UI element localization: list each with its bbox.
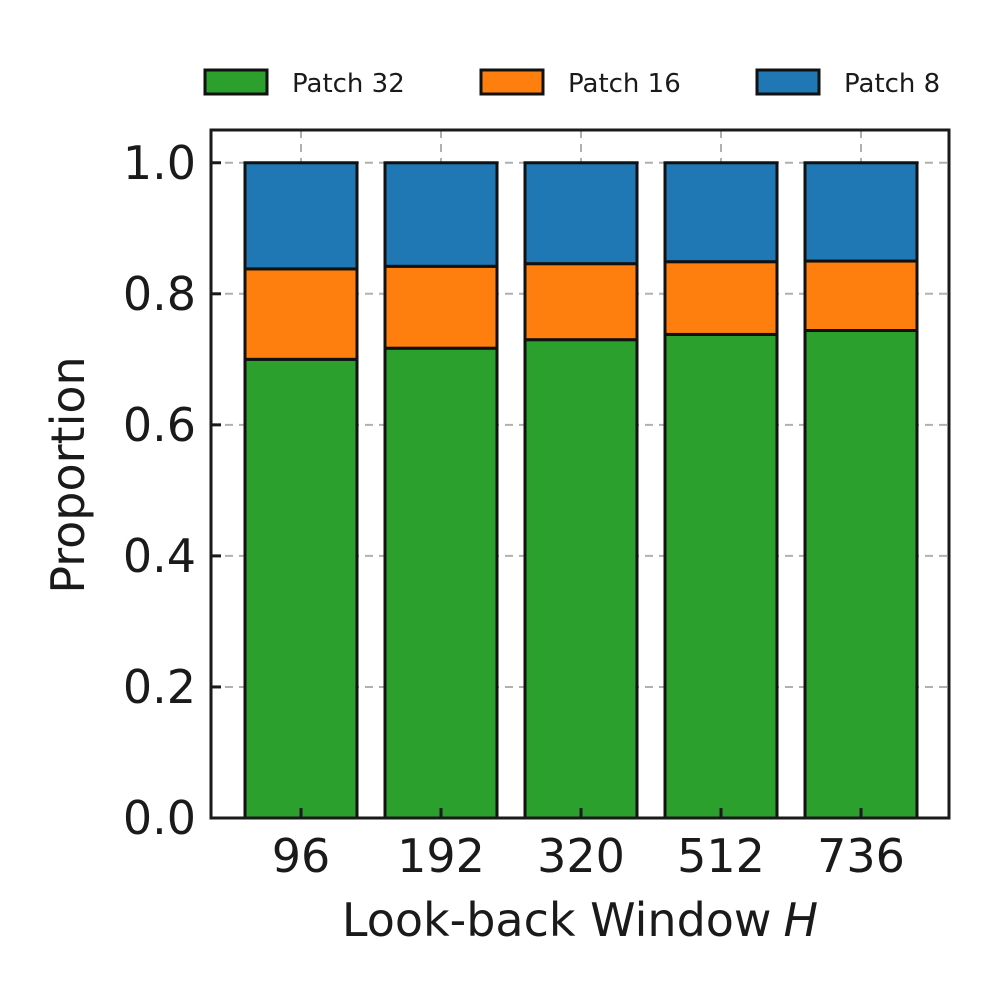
y-axis-ticks: 0.0 0.2 0.4 0.6 0.8 1.0	[123, 136, 221, 845]
y-tick-label: 0.6	[123, 398, 196, 452]
x-axis-label: Look-back Window H	[342, 893, 818, 947]
x-tick-label: 320	[537, 829, 625, 883]
y-tick-label: 0.4	[123, 529, 196, 583]
bar-patch-16-320	[523, 262, 639, 342]
y-tick-label: 0.0	[123, 791, 196, 845]
x-tick-label: 192	[397, 829, 485, 883]
legend: Patch 32 Patch 16 Patch 8	[203, 68, 940, 99]
x-tick-label: 512	[677, 829, 765, 883]
bar-patch-32-320	[523, 338, 639, 820]
bar-patch-16-192	[383, 264, 499, 350]
bar-patch-16-512	[663, 260, 779, 336]
bar-patch-8-192	[383, 161, 499, 268]
legend-swatch-patch-8	[755, 68, 821, 96]
bar-patch-8-736	[803, 161, 919, 263]
x-axis-ticks: 96 192 320 512 736	[272, 808, 905, 883]
legend-label-patch-16: Patch 16	[568, 69, 681, 99]
x-axis-label-variable: H	[784, 893, 819, 947]
y-tick-label: 0.8	[123, 267, 196, 321]
bar-patch-8-320	[523, 161, 639, 266]
bars-group	[243, 161, 919, 820]
legend-swatch-patch-16	[479, 68, 545, 96]
y-tick-label: 0.2	[123, 660, 196, 714]
bar-patch-8-96	[243, 161, 359, 271]
x-tick-label: 96	[272, 829, 331, 883]
y-tick-label: 1.0	[123, 136, 196, 190]
legend-label-patch-32: Patch 32	[292, 69, 405, 99]
bar-patch-16-96	[243, 267, 359, 361]
bar-patch-32-512	[663, 332, 779, 820]
bar-patch-8-512	[663, 161, 779, 264]
bar-patch-32-736	[803, 329, 919, 820]
bar-patch-16-736	[803, 259, 919, 333]
bar-patch-32-192	[383, 346, 499, 820]
legend-label-patch-8: Patch 8	[844, 69, 940, 99]
legend-swatch-patch-32	[203, 68, 269, 96]
x-axis-label-text: Look-back Window	[342, 893, 772, 947]
x-tick-label: 736	[817, 829, 905, 883]
y-axis-label: Proportion	[41, 356, 95, 593]
bar-patch-32-96	[243, 357, 359, 820]
